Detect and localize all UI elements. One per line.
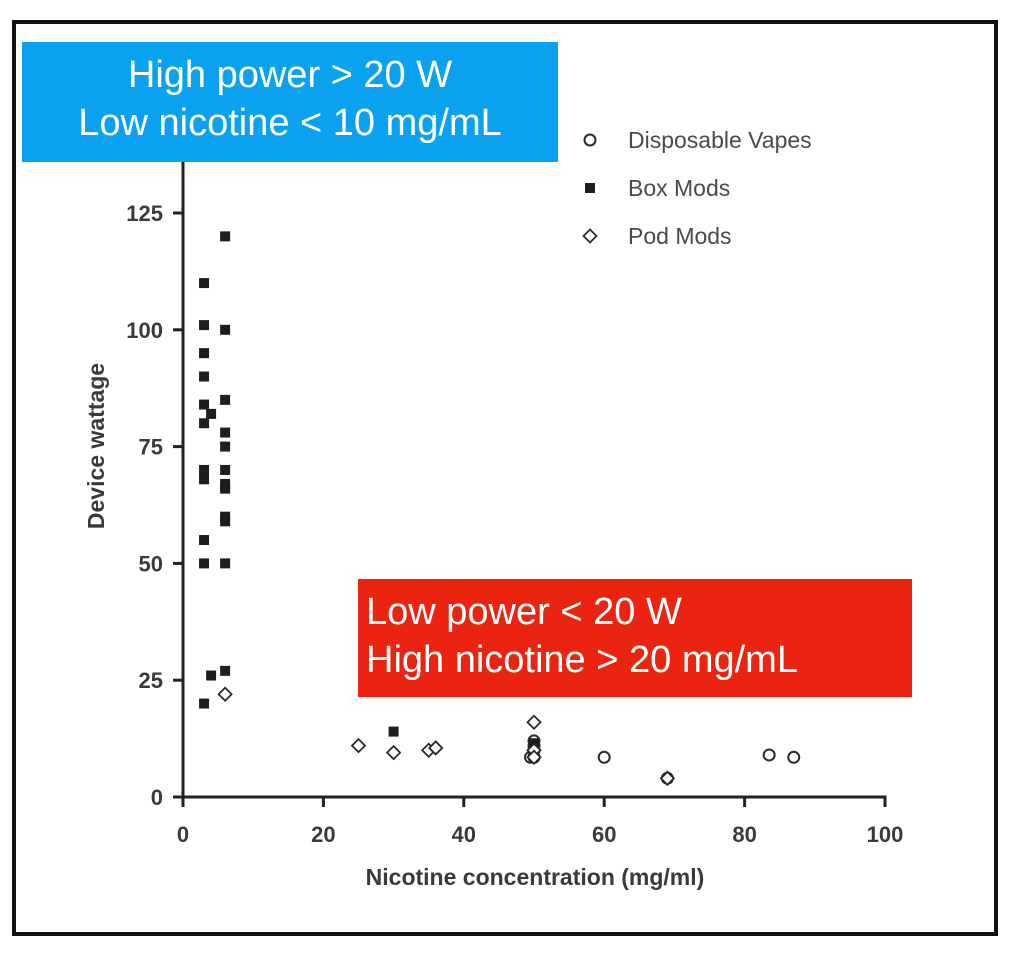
figure-frame (12, 20, 998, 936)
low-power-callout-line2: High nicotine > 20 mg/mL (366, 638, 798, 681)
pod-mods-legend-marker (582, 228, 598, 244)
y-tick-label: 25 (139, 668, 163, 693)
disposable-vapes-point (787, 750, 801, 764)
high-power-callout: High power > 20 W Low nicotine < 10 mg/m… (22, 42, 558, 162)
x-axis-label: Nicotine concentration (mg/ml) (366, 864, 705, 890)
y-axis-label: Device wattage (83, 363, 109, 529)
box-mods-point (199, 474, 210, 485)
x-tick-label: 40 (452, 822, 476, 847)
box-mods-point (220, 558, 231, 569)
box-mods-point (220, 464, 231, 475)
box-mods-point (199, 399, 210, 410)
pod-mods-legend-label: Pod Mods (628, 223, 732, 249)
x-tick-label: 60 (592, 822, 616, 847)
low-power-callout-line1: Low power < 20 W (366, 591, 682, 633)
disposable-vapes-legend-label: Disposable Vapes (628, 127, 812, 153)
y-tick-label: 100 (126, 318, 163, 343)
box-mods-point (220, 478, 231, 489)
box-mods-point (206, 408, 217, 419)
x-tick-label: 100 (867, 822, 904, 847)
pod-mods-point (350, 737, 367, 754)
pod-mods-point (427, 740, 444, 756)
disposable-vapes-point (762, 748, 776, 762)
disposable-vapes-legend-marker (583, 133, 597, 147)
box-mods-point (199, 464, 210, 475)
legend: Disposable Vapes Box Mods Pod Mods (582, 127, 812, 249)
x-tick-label: 20 (311, 822, 335, 847)
axes: 0 20 40 60 80 100 0 25 50 75 100 125 (126, 155, 903, 847)
box-mods-point (199, 278, 210, 289)
y-tick-label: 50 (139, 551, 163, 576)
box-mods-point (199, 418, 210, 429)
box-mods-point (199, 348, 210, 359)
box-mods-point (206, 670, 217, 681)
box-mods-point (388, 726, 399, 737)
y-tick-label: 75 (139, 435, 163, 460)
disposable-vapes-point (597, 750, 611, 764)
box-mods-legend-label: Box Mods (628, 175, 730, 201)
box-mods-point (199, 698, 210, 709)
y-tick-label: 125 (126, 201, 163, 226)
x-tick-label: 0 (177, 822, 189, 847)
low-power-callout: Low power < 20 W High nicotine > 20 mg/m… (358, 579, 912, 697)
pod-mods-point (659, 770, 676, 787)
box-mods-point (220, 231, 231, 242)
y-tick-label: 0 (151, 785, 163, 810)
pod-mods-point (217, 686, 233, 702)
box-mods-legend-marker (585, 183, 595, 193)
pod-mods-point (385, 744, 402, 761)
box-mods-point (220, 511, 231, 522)
data-points (199, 231, 801, 787)
box-mods-point (220, 394, 231, 405)
pod-mods-point (526, 714, 542, 731)
box-mods-point (199, 535, 210, 546)
pod-mods-point (526, 749, 542, 766)
high-power-callout-line1: High power > 20 W (127, 54, 453, 96)
box-mods-point (199, 558, 210, 569)
x-tick-label: 80 (732, 822, 756, 847)
box-mods-point (220, 427, 231, 438)
box-mods-point (199, 320, 210, 331)
box-mods-point (220, 665, 231, 676)
box-mods-point (220, 441, 231, 452)
box-mods-point (220, 324, 231, 335)
high-power-callout-line2: Low nicotine < 10 mg/mL (78, 101, 502, 144)
box-mods-point (199, 371, 210, 382)
